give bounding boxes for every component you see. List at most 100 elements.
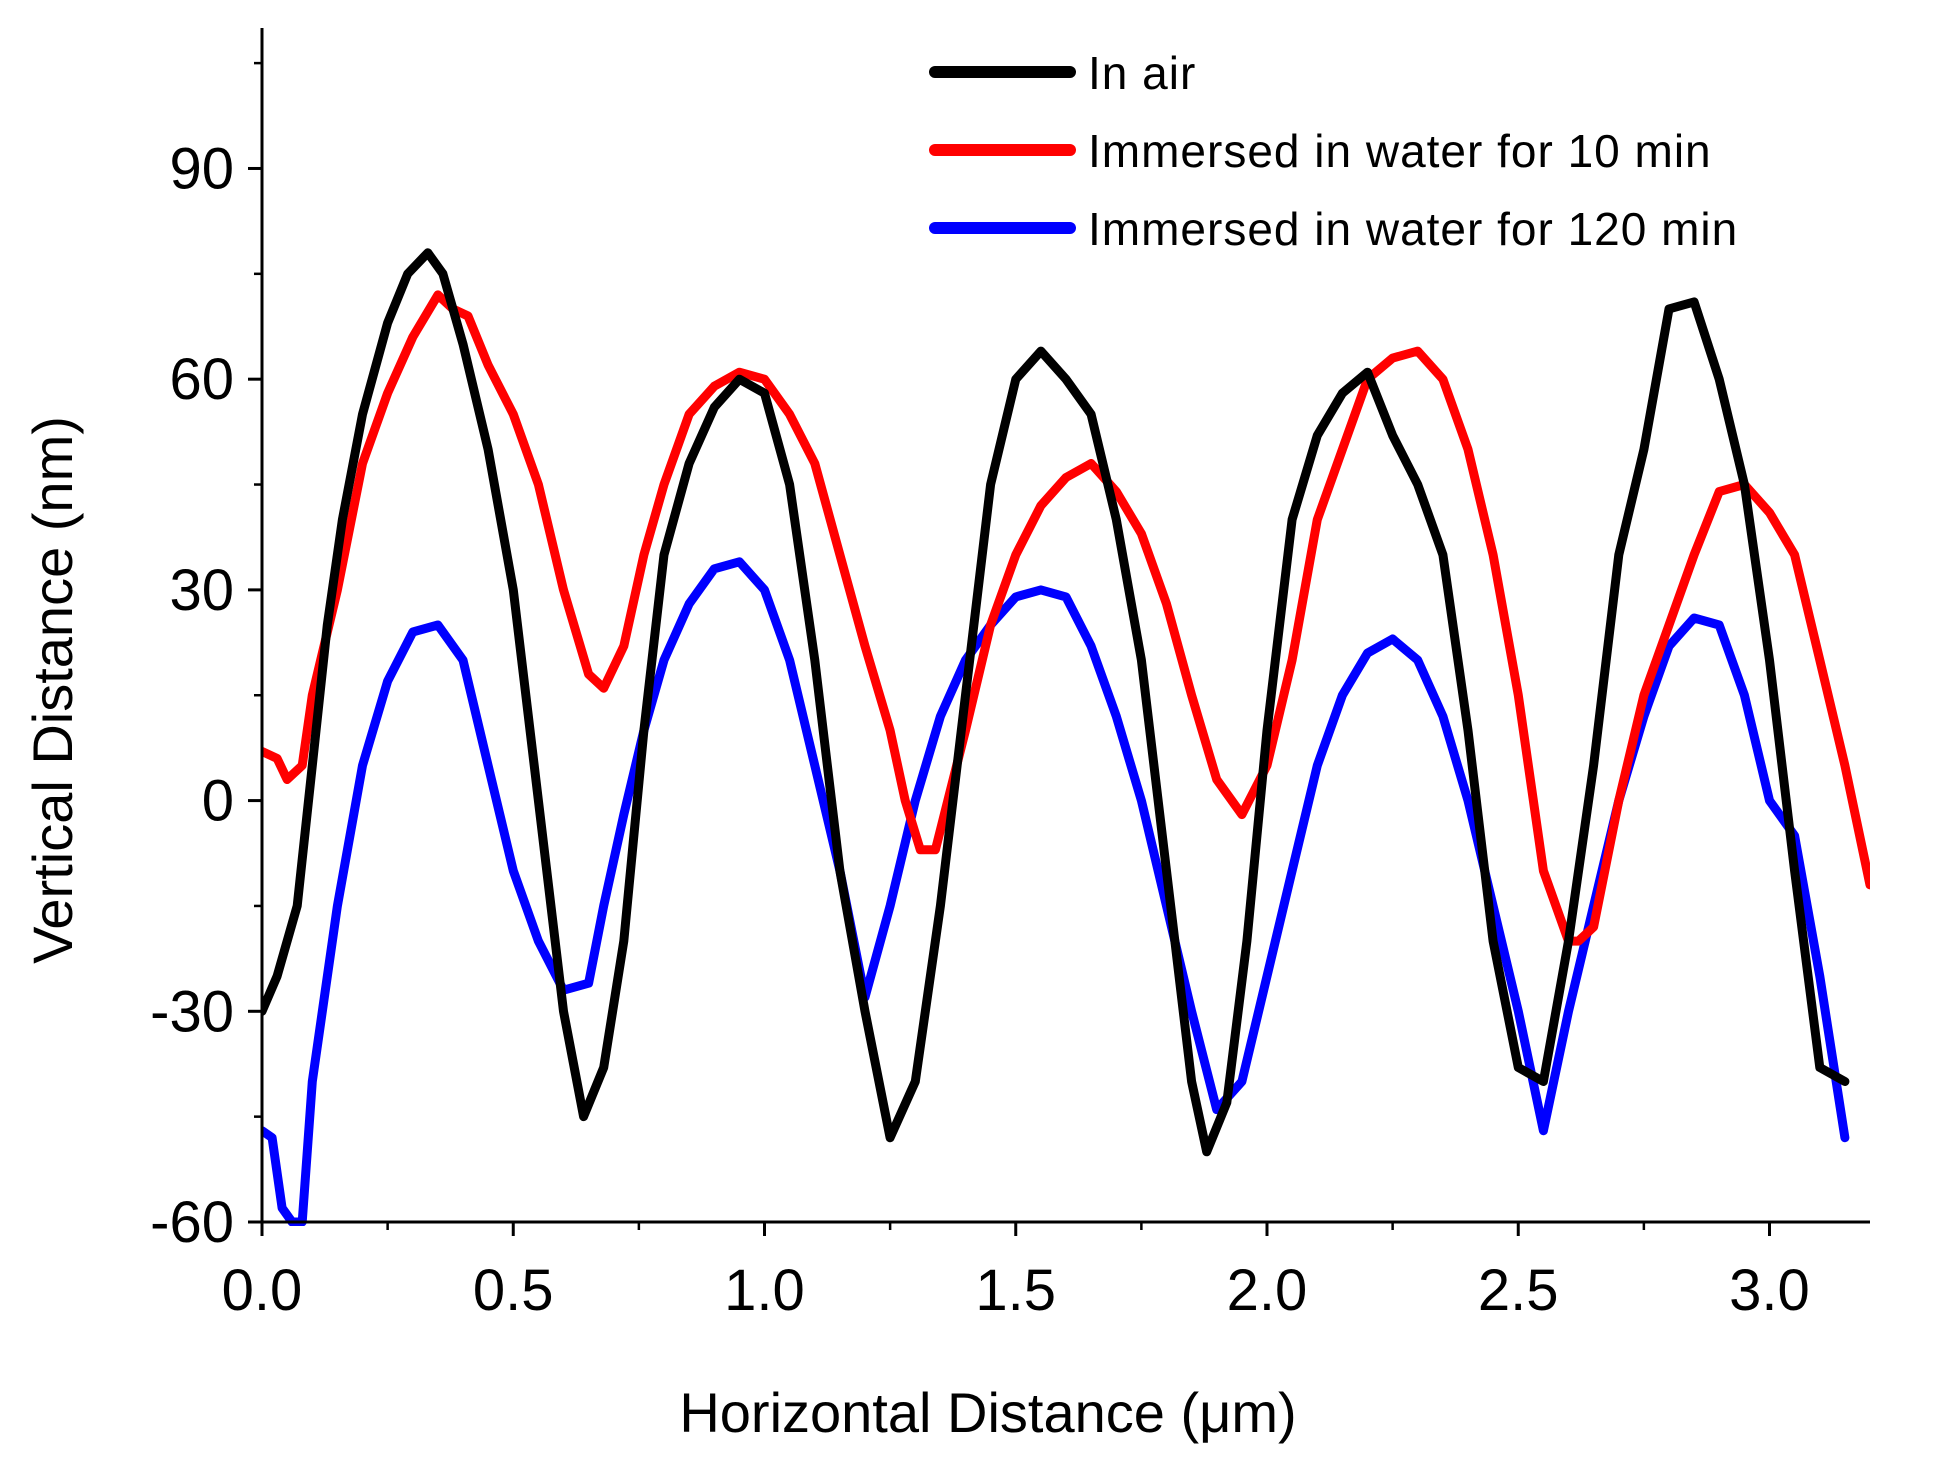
data-point [987,621,995,629]
data-point [1263,726,1271,734]
data-point [1313,516,1321,524]
data-point [1163,867,1170,875]
data-point [1313,762,1321,769]
data-point [1313,431,1321,439]
data-point [1665,621,1673,629]
data-point [359,460,366,467]
data-point [1565,1007,1572,1015]
data-point [886,1134,894,1142]
data-point [1615,797,1623,805]
y-tick-label: 0 [202,769,234,834]
data-point [1690,551,1698,559]
data-point [308,762,316,769]
data-point [1263,972,1271,980]
data-point [424,249,432,257]
data-point [434,621,442,629]
data-point [484,762,492,769]
data-point [1188,1078,1196,1085]
data-point [1012,551,1020,559]
data-point [1137,797,1145,805]
data-point [1389,431,1397,439]
data-point [836,551,844,559]
data-point [1640,691,1648,699]
data-point [560,586,567,594]
data-point [1841,762,1849,769]
x-tick-label: 0.5 [473,1258,554,1323]
data-point [761,389,768,397]
data-point [1514,1007,1522,1015]
data-point [861,642,869,650]
data-point [1539,1127,1547,1135]
x-tick-label: 1.5 [975,1258,1056,1323]
data-point [509,867,517,875]
data-point [786,481,794,488]
data-point [735,558,743,566]
data-point [936,902,944,910]
data-point [384,319,392,327]
data-point [509,586,517,594]
data-point [1690,614,1698,622]
data-point [1575,937,1582,945]
data-point [293,902,301,910]
data-point [1740,691,1748,699]
data-point [1715,375,1723,383]
data-point [1389,635,1397,643]
data-point [1590,762,1598,769]
data-point [273,754,281,762]
data-point [1012,593,1020,601]
data-point [1012,375,1020,383]
data-point [484,361,492,369]
data-point [359,410,366,418]
data-point [1841,1078,1849,1085]
data-point [1791,867,1799,875]
data-point [1640,445,1648,453]
data-point [931,846,939,854]
data-point [1037,347,1045,355]
data-point [1464,797,1472,805]
data-point [283,776,291,783]
data-point [484,445,492,453]
data-point [811,656,819,664]
data-point [1414,656,1422,664]
data-point [333,902,341,910]
data-point [1288,656,1296,664]
data-point [1163,600,1170,608]
data-point [911,1078,919,1085]
data-point [1590,923,1598,931]
data-point [1288,516,1296,524]
data-point [1514,1064,1522,1071]
data-point [585,670,593,678]
data-point [273,972,281,980]
data-point [1489,551,1497,559]
data-point [640,726,648,734]
data-point [1665,305,1673,313]
data-point [987,481,995,488]
data-point [434,291,442,299]
data-point [936,712,944,720]
data-point [1414,347,1422,355]
data-point [534,937,542,945]
y-tick-label: 90 [169,136,234,201]
x-axis-title: Horizontal Distance (μm) [679,1381,1296,1444]
data-point [1816,972,1824,980]
data-point [640,551,648,559]
x-tick-label: 2.5 [1478,1258,1559,1323]
data-point [1338,691,1346,699]
data-point [685,410,693,418]
data-point [1464,726,1472,734]
data-point [1439,551,1447,559]
data-point [384,389,392,397]
data-point [685,600,693,608]
legend-label-3: Immersed in water for 120 min [1088,203,1738,255]
data-point [660,656,668,664]
data-point [761,375,768,383]
data-point [710,565,718,573]
data-point [1715,488,1723,496]
data-point [811,460,819,467]
data-point [560,1007,567,1015]
x-tick-label: 0.0 [222,1258,303,1323]
data-point [1338,389,1346,397]
data-point [1615,551,1623,559]
data-point [1037,586,1045,594]
